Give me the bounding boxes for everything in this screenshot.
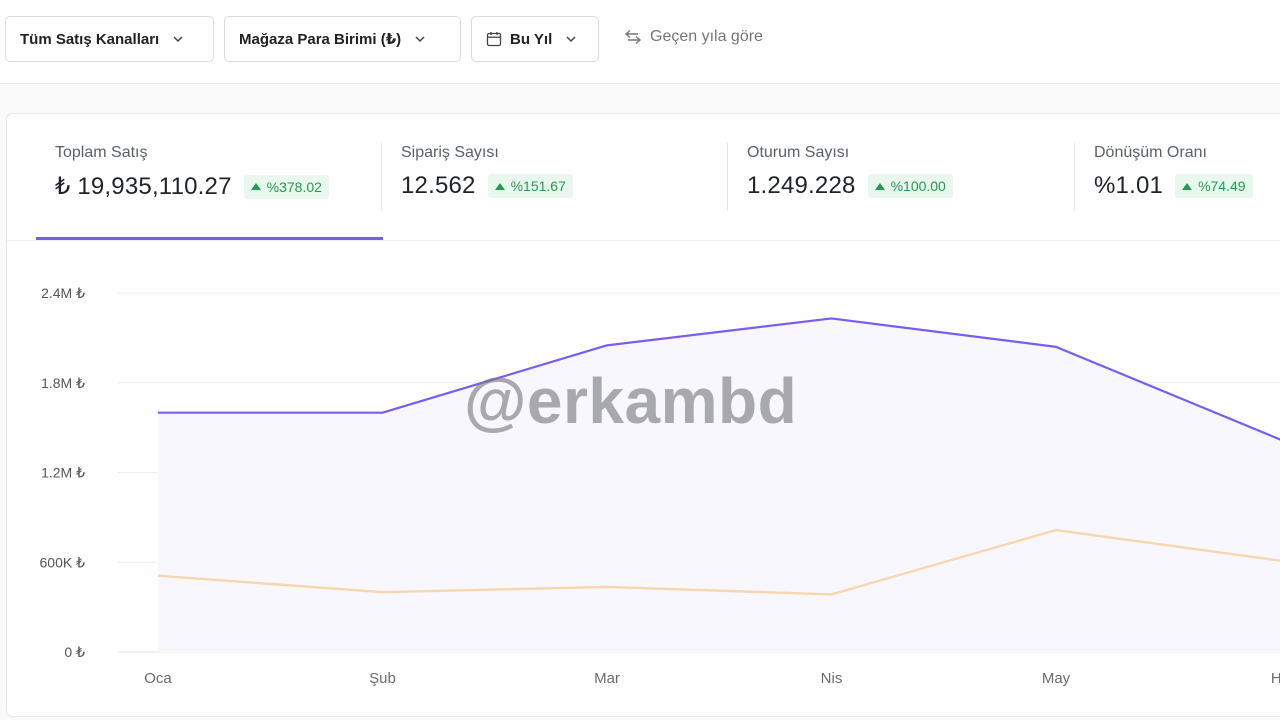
y-tick-label: 600K ₺ (40, 554, 86, 570)
arrow-up-icon (250, 183, 261, 190)
series-line (157, 528, 1280, 596)
metric-value: 1.249.228 (747, 172, 856, 199)
y-tick-label: 2.4M ₺ (41, 285, 85, 301)
period-label: Bu Yıl (510, 30, 553, 48)
active-metric-indicator (36, 237, 383, 240)
arrow-up-icon (494, 182, 505, 190)
x-tick-label: Oca (144, 670, 172, 687)
y-tick-label: 1.2M ₺ (41, 465, 85, 481)
x-tick-label: Şub (369, 670, 396, 687)
x-tick-label: Nis (821, 670, 843, 687)
metric-label: Sipariş Sayısı (401, 144, 499, 161)
sales-channel-label: Tüm Satış Kanalları (20, 30, 160, 48)
change-value: %151.67 (510, 178, 566, 194)
change-value: %378.02 (266, 178, 322, 195)
change-badge: %151.67 (487, 174, 573, 198)
metric-divider (1074, 143, 1075, 211)
divider (7, 240, 1280, 241)
series-area (158, 318, 1280, 652)
metric-divider (381, 143, 382, 211)
chevron-down-icon (566, 36, 576, 43)
x-tick-label: Ha (1271, 670, 1280, 687)
calendar-icon (486, 32, 502, 47)
change-badge: %74.49 (1175, 174, 1253, 198)
currency-label: Mağaza Para Birimi (₺) (239, 31, 402, 48)
watermark-text: @erkambd (464, 365, 798, 437)
metric-order-count[interactable]: Sipariş Sayısı 12.562 %151.67 (401, 144, 573, 200)
filter-toolbar: Tüm Satış Kanalları Mağaza Para Birimi (… (0, 0, 1280, 84)
change-badge: %378.02 (243, 174, 329, 199)
period-dropdown[interactable]: Bu Yıl (471, 16, 599, 62)
x-tick-label: Mar (594, 670, 620, 687)
metric-divider (727, 143, 728, 211)
compare-label: Geçen yıla göre (650, 28, 763, 45)
metric-conversion-rate[interactable]: Dönüşüm Oranı %1.01 %74.49 (1094, 144, 1253, 200)
chevron-down-icon (173, 36, 183, 43)
metric-label: Toplam Satış (55, 144, 148, 161)
metric-value: %1.01 (1094, 172, 1164, 199)
change-value: %100.00 (890, 178, 946, 194)
y-tick-label: 1.8M ₺ (41, 375, 85, 391)
y-tick-label: 0 ₺ (64, 644, 85, 660)
arrow-up-icon (1182, 182, 1193, 190)
metric-session-count[interactable]: Oturum Sayısı 1.249.228 %100.00 (747, 144, 953, 200)
currency-dropdown[interactable]: Mağaza Para Birimi (₺) (224, 16, 461, 62)
compare-previous-year-toggle[interactable]: Geçen yıla göre (624, 28, 763, 46)
metric-value: ₺ 19,935,110.27 (55, 173, 232, 200)
chevron-down-icon (415, 36, 425, 43)
metric-label: Dönüşüm Oranı (1094, 144, 1207, 161)
change-value: %74.49 (1198, 178, 1246, 194)
series-line (158, 317, 1280, 441)
metric-value: 12.562 (401, 172, 476, 199)
metric-label: Oturum Sayısı (747, 144, 850, 161)
x-tick-label: May (1042, 670, 1071, 687)
swap-arrows-icon (624, 29, 642, 45)
sales-channel-dropdown[interactable]: Tüm Satış Kanalları (5, 16, 214, 62)
change-badge: %100.00 (867, 174, 953, 198)
metric-total-sales[interactable]: Toplam Satış ₺ 19,935,110.27 %378.02 (55, 144, 329, 201)
arrow-up-icon (874, 182, 885, 190)
